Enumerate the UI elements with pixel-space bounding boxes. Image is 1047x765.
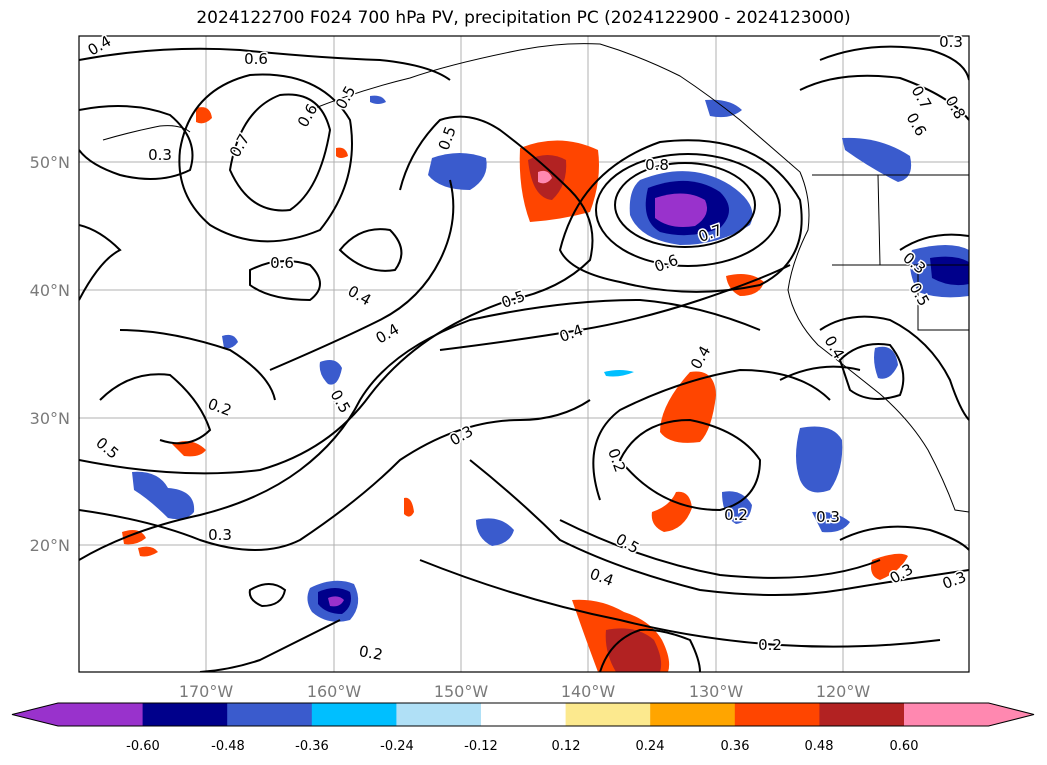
colorbar-segment <box>142 703 228 726</box>
lon-tick-label: 170°W <box>179 682 234 701</box>
lon-tick-label: 130°W <box>689 682 744 701</box>
colorbar-extend-min <box>12 703 58 726</box>
colorbar-segment <box>734 703 820 726</box>
lat-tick-label: 20°N <box>30 536 70 555</box>
colorbar-labels: -0.60 -0.48 -0.36 -0.24 -0.12 0.12 0.24 … <box>126 739 918 754</box>
coastlines <box>102 43 969 513</box>
lon-tick-label: 160°W <box>307 682 362 701</box>
contour-label: 0.2 <box>724 506 748 524</box>
contour-label: 0.6 <box>244 50 268 68</box>
colorbar-tick-label: 0.48 <box>805 739 834 754</box>
contour-label: 0.2 <box>758 636 782 654</box>
contour-labels: 0.4 0.60.3 0.70.60.50.50.80.70.60.50.40.40… <box>83 30 970 665</box>
colorbar-tick-label: 0.12 <box>552 739 581 754</box>
lat-tick-label: 30°N <box>30 409 70 428</box>
contour-label: 0.3 <box>816 508 840 526</box>
colorbar-segment <box>396 703 482 726</box>
contour-label: 0.3 <box>208 526 232 544</box>
lon-tick-label: 150°W <box>434 682 489 701</box>
colorbar-tick-label: -0.12 <box>464 739 498 754</box>
lat-tick-label: 50°N <box>30 153 70 172</box>
colorbar-segment <box>819 703 905 726</box>
colorbar-tick-label: 0.36 <box>721 739 750 754</box>
colorbar-tick-label: 0.24 <box>636 739 665 754</box>
colorbar-outline <box>11 702 1035 727</box>
colorbar-segment <box>227 703 313 726</box>
latitude-ticks: 50°N 40°N 30°N 20°N <box>30 153 70 555</box>
colorbar-tick-label: -0.48 <box>211 739 245 754</box>
contour-label: 0.3 <box>939 33 963 51</box>
colorbar <box>11 702 1035 727</box>
contour-label: 0.3 <box>148 146 172 164</box>
plot-area <box>79 36 969 672</box>
map-title: 2024122700 F024 700 hPa PV, precipitatio… <box>196 8 851 28</box>
colorbar-tick-label: -0.60 <box>126 739 160 754</box>
colorbar-segment <box>58 703 144 726</box>
plot-border <box>78 35 970 673</box>
colorbar-segment <box>650 703 736 726</box>
pv-contours <box>79 45 969 672</box>
contour-label: 0.8 <box>645 156 669 174</box>
colorbar-tick-label: -0.24 <box>380 739 414 754</box>
colorbar-tick-label: 0.60 <box>890 739 919 754</box>
colorbar-extend-max <box>988 703 1034 726</box>
contour-label: 0.6 <box>270 254 294 272</box>
lat-tick-label: 40°N <box>30 281 70 300</box>
colorbar-segment <box>565 703 651 726</box>
colorbar-tick-label: -0.36 <box>295 739 329 754</box>
colorbar-segment <box>311 703 397 726</box>
lon-tick-label: 120°W <box>816 682 871 701</box>
longitude-ticks: 170°W 160°W 150°W 140°W 130°W 120°W <box>179 682 871 701</box>
colorbar-segment <box>481 703 567 726</box>
lon-tick-label: 140°W <box>561 682 616 701</box>
colorbar-segment <box>904 703 990 726</box>
